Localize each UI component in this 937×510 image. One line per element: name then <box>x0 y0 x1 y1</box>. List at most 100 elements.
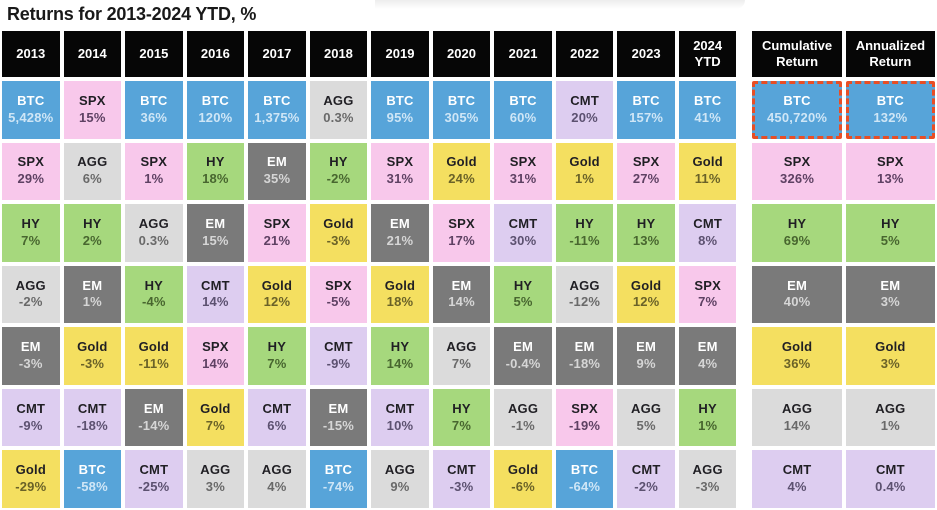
column-header-2016: 2016 <box>186 31 245 77</box>
return-value: 305% <box>444 109 479 125</box>
asset-label: Gold <box>77 339 108 355</box>
return-cell-2013-hy: HY 7% <box>2 204 60 262</box>
column-header-2017: 2017 <box>248 31 306 77</box>
return-cell-annualized-return-em: EM 3% <box>845 265 935 324</box>
return-cell-2022-hy: HY -11% <box>555 204 614 262</box>
return-value: -2% <box>18 294 43 310</box>
return-value: 11% <box>694 171 721 187</box>
return-value: -3% <box>80 356 105 372</box>
asset-label: EM <box>880 277 901 293</box>
return-value: 29% <box>17 171 45 187</box>
asset-label: Gold <box>507 462 539 478</box>
return-value: 7% <box>21 232 41 248</box>
chart-title: Returns for 2013-2024 YTD, % <box>7 4 257 24</box>
return-value: 14% <box>448 294 475 310</box>
asset-label: CMT <box>631 462 661 478</box>
return-value: -9% <box>18 417 43 433</box>
column-header-2021: 2021 <box>494 31 552 77</box>
return-cell-annualized-return-spx: SPX 13% <box>845 142 935 201</box>
column-header-2024-ytd: 2024 YTD <box>678 31 737 77</box>
return-cell-2023-cmt: CMT -2% <box>617 450 675 508</box>
asset-label: SPX <box>202 339 229 355</box>
return-value: -14% <box>138 417 170 433</box>
asset-label: HY <box>21 216 40 232</box>
return-cell-2021-spx: SPX 31% <box>494 142 552 201</box>
asset-label: CMT <box>875 462 905 478</box>
asset-label: BTC <box>876 92 905 108</box>
return-cell-2014-em: EM 1% <box>63 265 122 324</box>
asset-label: Gold <box>138 339 170 355</box>
return-cell-2024-ytd-hy: HY 1% <box>678 388 737 447</box>
return-cell-2015-hy: HY -4% <box>125 265 183 324</box>
column-spacer <box>740 31 748 77</box>
asset-label: HY <box>206 154 225 170</box>
return-value: 3% <box>880 356 900 372</box>
return-value: 21% <box>386 232 414 248</box>
return-value: 30% <box>509 232 537 248</box>
return-cell-2021-gold: Gold -6% <box>494 450 552 508</box>
return-cell-2024-ytd-spx: SPX 7% <box>678 265 737 324</box>
return-cell-2024-ytd-em: EM 4% <box>678 327 737 385</box>
return-cell-2015-gold: Gold -11% <box>125 327 183 385</box>
asset-label: Gold <box>384 277 416 293</box>
return-cell-2023-spx: SPX 27% <box>617 142 675 201</box>
asset-label: HY <box>390 339 410 355</box>
return-value: -2% <box>634 479 658 495</box>
return-cell-2018-gold: Gold -3% <box>309 204 368 262</box>
return-cell-2017-agg: AGG 4% <box>248 450 306 508</box>
column-header-2023: 2023 <box>617 31 675 77</box>
return-value: 326% <box>780 171 815 187</box>
return-cell-2017-hy: HY 7% <box>248 327 306 385</box>
return-value: -9% <box>326 356 351 372</box>
asset-label: HY <box>452 400 471 416</box>
asset-label: EM <box>787 277 808 293</box>
asset-label: AGG <box>77 154 108 170</box>
asset-label: SPX <box>17 154 45 170</box>
asset-label: Gold <box>261 277 293 293</box>
return-value: 41% <box>694 109 721 125</box>
column-spacer <box>740 266 748 324</box>
asset-label: Gold <box>446 154 477 170</box>
return-value: 20% <box>571 109 598 125</box>
return-value: 120% <box>198 109 233 125</box>
return-cell-2021-em: EM -0.4% <box>494 327 552 385</box>
return-cell-annualized-return-agg: AGG 1% <box>845 388 935 447</box>
return-value: 31% <box>509 171 537 187</box>
asset-label: BTC <box>324 462 353 478</box>
return-value: 450,720% <box>767 109 828 125</box>
asset-label: AGG <box>692 462 723 478</box>
column-header-annualized-return: Annualized Return <box>845 31 935 77</box>
return-value: -1% <box>511 417 535 433</box>
return-value: 14% <box>783 417 811 433</box>
asset-label: EM <box>20 339 41 355</box>
return-value: 9% <box>390 479 410 495</box>
return-value: -15% <box>322 417 355 433</box>
return-cell-2016-spx: SPX 14% <box>186 327 245 385</box>
return-value: 69% <box>783 232 811 248</box>
return-cell-2013-em: EM -3% <box>2 327 60 385</box>
return-value: 1% <box>698 417 718 433</box>
return-cell-cumulative-return-em: EM 40% <box>752 265 842 324</box>
asset-label: Gold <box>692 154 723 170</box>
column-spacer <box>740 450 748 508</box>
return-value: 157% <box>629 109 664 125</box>
asset-label: CMT <box>16 400 46 416</box>
asset-label: EM <box>574 339 595 355</box>
asset-label: BTC <box>17 92 45 108</box>
returns-grid: 2013 2014 2015 2016 2017 2018 2019 2020 2021 2022… <box>2 31 935 508</box>
column-header-2015: 2015 <box>125 31 183 77</box>
return-cell-2015-spx: SPX 1% <box>125 142 183 201</box>
asset-label: Gold <box>630 277 662 293</box>
return-cell-2023-btc: BTC 157% <box>617 81 675 139</box>
return-cell-cumulative-return-cmt: CMT 4% <box>752 450 842 508</box>
asset-label: CMT <box>508 216 538 232</box>
return-value: 0.4% <box>875 479 906 495</box>
return-value: 132% <box>873 109 908 125</box>
asset-label: HY <box>329 154 348 170</box>
return-cell-2021-agg: AGG -1% <box>494 388 552 447</box>
return-cell-2024-ytd-cmt: CMT 8% <box>678 204 737 262</box>
asset-label: AGG <box>261 462 293 478</box>
return-value: 40% <box>783 294 811 310</box>
return-value: 3% <box>205 479 225 495</box>
